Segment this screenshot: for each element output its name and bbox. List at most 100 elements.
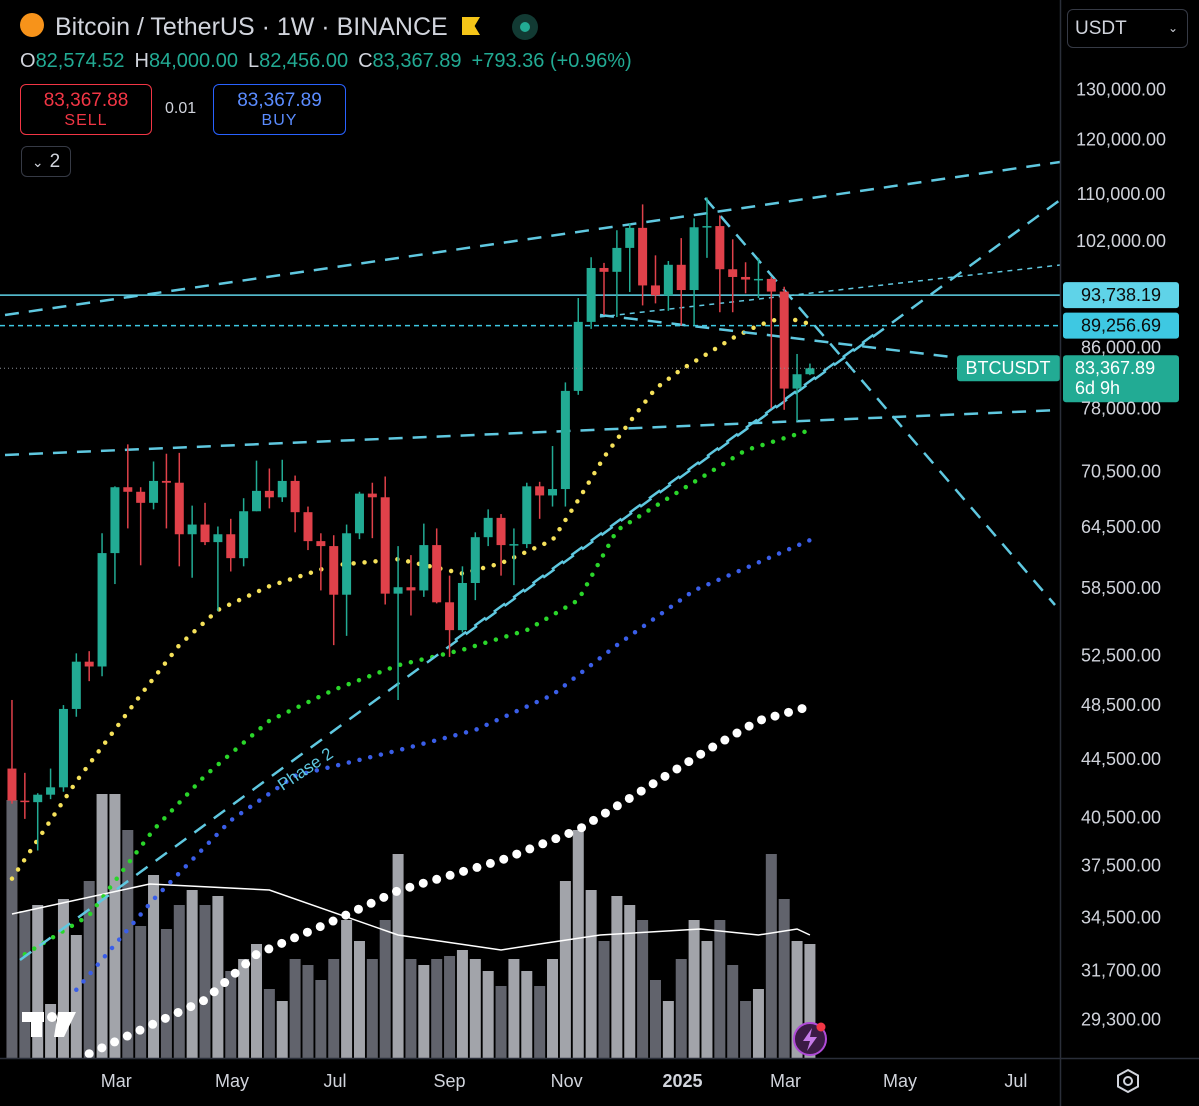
candle-body <box>792 374 802 389</box>
volume-bar <box>32 905 44 1058</box>
volume-bar <box>701 941 713 1058</box>
volume-bar <box>714 920 726 1058</box>
volume-pane <box>6 794 816 1058</box>
ohlc-key: O <box>20 50 36 72</box>
trendline <box>589 264 1061 319</box>
volume-bar <box>328 959 340 1058</box>
gear-outline <box>1117 1068 1139 1094</box>
candle-body <box>586 267 596 322</box>
volume-bar <box>765 854 777 1058</box>
volume-bar <box>547 959 559 1058</box>
gear-center <box>1123 1076 1133 1086</box>
volume-bar <box>96 794 108 1058</box>
last-price-label: 83,367.89 <box>1075 358 1155 378</box>
lightning-button[interactable] <box>793 1022 827 1056</box>
volume-bar <box>521 971 533 1058</box>
moving-averages <box>9 314 815 1059</box>
volume-bar <box>122 830 134 1058</box>
candle-body <box>174 482 184 535</box>
candle-body <box>522 486 532 545</box>
volume-bar <box>649 980 661 1058</box>
candle-body <box>342 533 352 595</box>
volume-bar <box>315 980 327 1058</box>
badge <box>816 1022 826 1032</box>
candle-body <box>213 534 223 543</box>
buy-button[interactable]: 83,367.89 BUY <box>213 84 346 135</box>
volume-bar <box>263 989 275 1058</box>
candle-body <box>329 546 339 595</box>
volume-bar <box>418 965 430 1058</box>
axes: 130,000.00 120,000.00 110,000.00 102,000.00… <box>101 80 1166 1091</box>
logo-part <box>47 1012 57 1022</box>
flag-icon[interactable] <box>462 17 480 35</box>
candle-body <box>560 390 570 490</box>
x-tick-label: Mar <box>770 1071 801 1091</box>
candle-body <box>663 264 673 296</box>
moving-average <box>84 701 815 1059</box>
trendline <box>4 160 1061 317</box>
indicators-count: 2 <box>49 151 61 172</box>
chevron: ⌄ <box>1167 21 1178 35</box>
volume-bar <box>444 956 456 1058</box>
volume-bar <box>598 941 610 1058</box>
candle-body <box>470 537 480 583</box>
moving-average <box>22 427 813 957</box>
candle-body <box>419 545 429 591</box>
volume-bar <box>508 959 520 1058</box>
volume-bar <box>212 896 224 1058</box>
volume-bar <box>559 881 571 1058</box>
volume-bar <box>57 899 69 1058</box>
candle-body <box>728 269 738 277</box>
ohlc-value: 82,574.52 <box>35 50 125 72</box>
volume-bar <box>456 950 468 1058</box>
sell-button[interactable]: 83,367.88 SELL <box>20 84 152 135</box>
volume-bar <box>251 944 263 1058</box>
currency-select[interactable]: USDT ⌄ <box>1067 9 1188 48</box>
volume-bar <box>611 896 623 1058</box>
y-tick-label: 70,500.00 <box>1081 462 1161 482</box>
candle-body <box>161 480 171 483</box>
candle-body <box>689 227 699 291</box>
candle-body <box>612 247 622 272</box>
volume-bar <box>585 890 597 1058</box>
candle-body <box>200 524 210 543</box>
logo-part <box>31 1012 42 1037</box>
volume-bar <box>173 905 185 1058</box>
status-icon <box>512 14 538 40</box>
trendline <box>454 328 881 642</box>
y-tick-label: 64,500.00 <box>1081 517 1161 537</box>
volume-bar <box>186 890 198 1058</box>
volume-bar <box>379 920 391 1058</box>
candle-body <box>406 587 416 591</box>
volume-bar <box>482 971 494 1058</box>
candle-body <box>367 493 377 498</box>
sell-price: 83,367.88 <box>43 90 129 111</box>
volume-ma <box>11 883 811 951</box>
x-tick-label: Jul <box>1004 1071 1027 1091</box>
y-tick-label: 40,500.00 <box>1081 808 1161 828</box>
countdown: 6d 9h <box>1075 378 1120 398</box>
ohlc-row: O82,574.52 H84,000.00 L82,456.00 C83,367.89… <box>20 50 632 73</box>
y-tick-label: 130,000.00 <box>1076 80 1166 100</box>
candle-body <box>457 582 467 631</box>
ohlc-value: 83,367.89 <box>372 50 462 72</box>
candle-body <box>509 544 519 546</box>
volume-bar <box>740 1001 752 1058</box>
spread: 0.01 <box>165 100 197 117</box>
volume-bar <box>199 905 211 1058</box>
candle-body <box>741 276 751 280</box>
symbol-box <box>957 355 1060 382</box>
candle-body <box>753 278 763 281</box>
volume-bar <box>135 926 147 1058</box>
symbol-title[interactable]: Bitcoin / TetherUS · 1W · BINANCE <box>55 13 448 41</box>
settings-button[interactable] <box>1117 1068 1139 1094</box>
trendline <box>4 408 1061 457</box>
volume-bar <box>534 986 546 1058</box>
y-tick-label: 44,500.00 <box>1081 749 1161 769</box>
y-tick-label: 58,500.00 <box>1081 578 1161 598</box>
indicators-toggle[interactable]: ⌄ 2 <box>21 146 71 177</box>
y-tick-label: 102,000.00 <box>1076 231 1166 251</box>
volume-bar <box>405 959 417 1058</box>
